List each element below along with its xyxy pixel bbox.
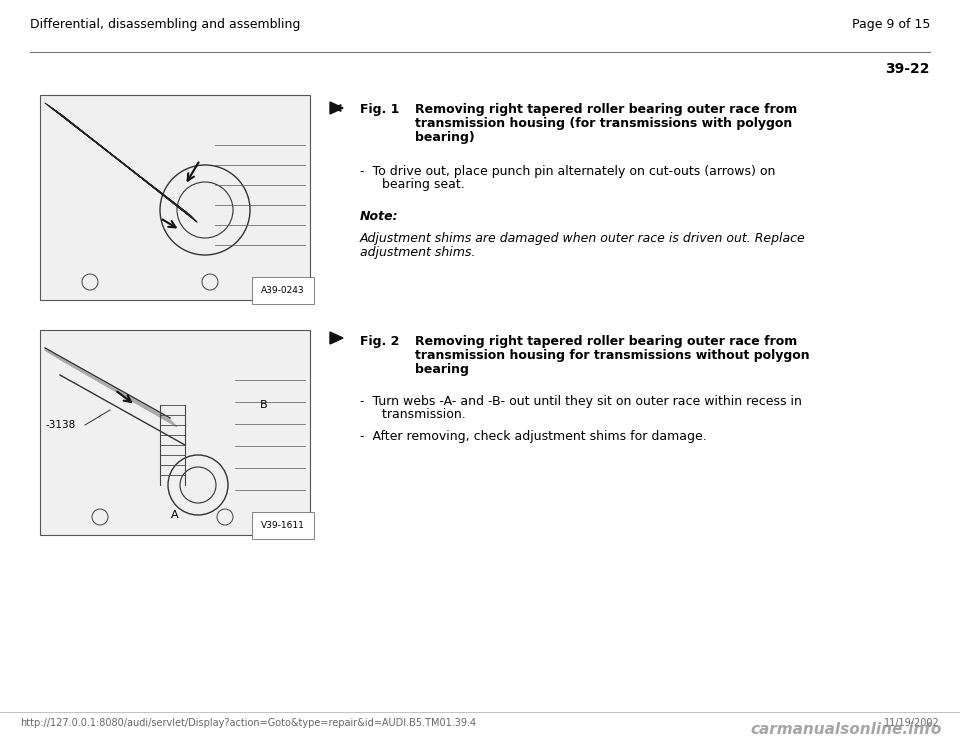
Text: bearing): bearing) bbox=[415, 131, 475, 144]
Text: Differential, disassembling and assembling: Differential, disassembling and assembli… bbox=[30, 18, 300, 31]
Text: -  After removing, check adjustment shims for damage.: - After removing, check adjustment shims… bbox=[360, 430, 707, 443]
Text: -3138: -3138 bbox=[45, 420, 75, 430]
Text: Removing right tapered roller bearing outer race from: Removing right tapered roller bearing ou… bbox=[415, 335, 797, 348]
Text: Fig. 2: Fig. 2 bbox=[360, 335, 399, 348]
Text: V39-1611: V39-1611 bbox=[261, 521, 305, 530]
Text: B: B bbox=[260, 400, 268, 410]
Text: transmission housing (for transmissions with polygon: transmission housing (for transmissions … bbox=[415, 117, 792, 130]
Bar bbox=[40, 330, 310, 535]
Text: -  Turn webs -A- and -B- out until they sit on outer race within recess in: - Turn webs -A- and -B- out until they s… bbox=[360, 395, 802, 408]
Text: transmission housing for transmissions without polygon: transmission housing for transmissions w… bbox=[415, 349, 809, 362]
Text: http://127.0.0.1:8080/audi/servlet/Display?action=Goto&type=repair&id=AUDI.B5.TM: http://127.0.0.1:8080/audi/servlet/Displ… bbox=[20, 718, 476, 728]
Text: 39-22: 39-22 bbox=[885, 62, 930, 76]
Text: 11/19/2002: 11/19/2002 bbox=[884, 718, 940, 728]
Text: adjustment shims.: adjustment shims. bbox=[360, 246, 475, 259]
Polygon shape bbox=[330, 102, 343, 114]
Text: Removing right tapered roller bearing outer race from: Removing right tapered roller bearing ou… bbox=[415, 103, 797, 116]
Text: Fig. 1: Fig. 1 bbox=[360, 103, 399, 116]
Bar bbox=[40, 95, 310, 300]
Text: bearing: bearing bbox=[415, 363, 468, 376]
Text: Page 9 of 15: Page 9 of 15 bbox=[852, 18, 930, 31]
Text: transmission.: transmission. bbox=[370, 408, 466, 421]
Text: bearing seat.: bearing seat. bbox=[370, 178, 465, 191]
Polygon shape bbox=[330, 332, 343, 344]
Text: A: A bbox=[171, 510, 179, 520]
Text: Note:: Note: bbox=[360, 210, 398, 223]
Text: -  To drive out, place punch pin alternately on cut-outs (arrows) on: - To drive out, place punch pin alternat… bbox=[360, 165, 776, 178]
Text: Adjustment shims are damaged when outer race is driven out. Replace: Adjustment shims are damaged when outer … bbox=[360, 232, 805, 245]
Text: carmanualsonline.info: carmanualsonline.info bbox=[750, 722, 942, 737]
Text: A39-0243: A39-0243 bbox=[261, 286, 305, 295]
